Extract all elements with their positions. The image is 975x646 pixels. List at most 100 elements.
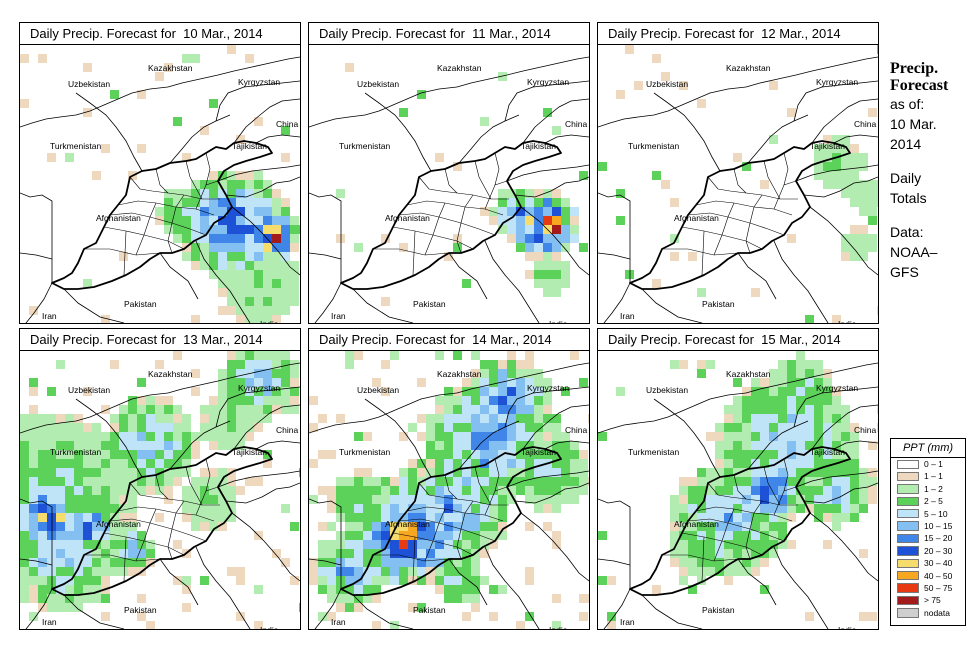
- province-border: [373, 248, 450, 256]
- precip-cell: [742, 459, 751, 468]
- precip-cell: [263, 387, 272, 396]
- precip-cell: [47, 468, 56, 477]
- province-border: [205, 458, 211, 492]
- precip-cell: [209, 477, 218, 486]
- precip-cell: [453, 585, 462, 594]
- country-border: [159, 558, 199, 606]
- precip-cell: [471, 531, 480, 540]
- precip-cell: [489, 531, 498, 540]
- precip-cell: [363, 495, 372, 504]
- province-border: [773, 180, 797, 210]
- precip-cell: [137, 450, 146, 459]
- precip-cell: [462, 486, 471, 495]
- precip-cell: [47, 441, 56, 450]
- precip-cell: [182, 495, 191, 504]
- precip-cell: [236, 216, 245, 225]
- precip-cell: [56, 558, 65, 567]
- precip-cell: [796, 423, 805, 432]
- precip-cell: [444, 387, 453, 396]
- precip-cell: [489, 486, 498, 495]
- precip-cell: [146, 459, 155, 468]
- precip-cell: [354, 513, 363, 522]
- precip-cell: [218, 504, 227, 513]
- precip-cell: [38, 450, 47, 459]
- precip-cell: [101, 477, 110, 486]
- precip-cell: [38, 540, 47, 549]
- precip-cell: [56, 594, 65, 603]
- precip-cell: [74, 432, 83, 441]
- precip-cell: [832, 396, 841, 405]
- precip-cell: [670, 252, 679, 261]
- precip-grid: [309, 351, 589, 629]
- legend-entry: 2 – 5: [891, 495, 965, 507]
- country-label-uzbekistan: Uzbekistan: [357, 79, 399, 89]
- precip-cell: [38, 468, 47, 477]
- precip-cell: [471, 423, 480, 432]
- precip-cell: [525, 432, 534, 441]
- precip-cell: [354, 477, 363, 486]
- precip-cell: [254, 207, 263, 216]
- precip-cell: [345, 477, 354, 486]
- country-border: [506, 470, 589, 488]
- precip-cell: [453, 594, 462, 603]
- precip-cell: [760, 585, 769, 594]
- precip-cell: [245, 234, 254, 243]
- precip-cell: [263, 207, 272, 216]
- country-border: [520, 206, 589, 276]
- precip-cell: [805, 477, 814, 486]
- precip-cell: [372, 486, 381, 495]
- precip-cell: [164, 477, 173, 486]
- precip-cell: [128, 441, 137, 450]
- precip-cell: [534, 441, 543, 450]
- precip-cell: [218, 522, 227, 531]
- precip-cell: [345, 576, 354, 585]
- country-border: [75, 398, 143, 478]
- precip-cell: [850, 171, 859, 180]
- precip-cell: [47, 522, 56, 531]
- precip-cell: [832, 495, 841, 504]
- precip-cell: [435, 351, 444, 360]
- precip-cell: [426, 576, 435, 585]
- precip-cell: [552, 198, 561, 207]
- precip-cell: [336, 513, 345, 522]
- precip-cell: [462, 504, 471, 513]
- precip-cell: [796, 441, 805, 450]
- precip-cell: [787, 441, 796, 450]
- precip-cell: [200, 513, 209, 522]
- precip-cell: [290, 378, 299, 387]
- precip-cell: [426, 477, 435, 486]
- precip-cell: [868, 189, 877, 198]
- precip-cell: [715, 531, 724, 540]
- precip-cell: [742, 423, 751, 432]
- precip-cell: [823, 441, 832, 450]
- precip-cell: [254, 216, 263, 225]
- precip-cell: [381, 387, 390, 396]
- precip-cell: [805, 495, 814, 504]
- precip-cell: [245, 207, 254, 216]
- precip-cell: [29, 513, 38, 522]
- country-border: [641, 594, 703, 629]
- precip-cell: [832, 135, 841, 144]
- country-border: [653, 92, 721, 172]
- precip-cell: [227, 306, 236, 315]
- precip-cell: [390, 351, 399, 360]
- precip-cell: [850, 450, 859, 459]
- precip-cell: [281, 270, 290, 279]
- precip-cell: [516, 189, 525, 198]
- precip-cell: [787, 396, 796, 405]
- precip-cell: [119, 549, 128, 558]
- precip-cell: [146, 468, 155, 477]
- precip-cell: [354, 585, 363, 594]
- precip-cell: [20, 432, 29, 441]
- precip-cell: [561, 225, 570, 234]
- precip-cell: [218, 279, 227, 288]
- precip-cell: [254, 414, 263, 423]
- precip-cell: [444, 432, 453, 441]
- precip-cell: [426, 513, 435, 522]
- precip-cell: [570, 225, 579, 234]
- precip-cell: [128, 468, 137, 477]
- precip-cell: [841, 171, 850, 180]
- precip-cell: [417, 90, 426, 99]
- precip-cell: [814, 387, 823, 396]
- afghanistan-border: [629, 140, 851, 290]
